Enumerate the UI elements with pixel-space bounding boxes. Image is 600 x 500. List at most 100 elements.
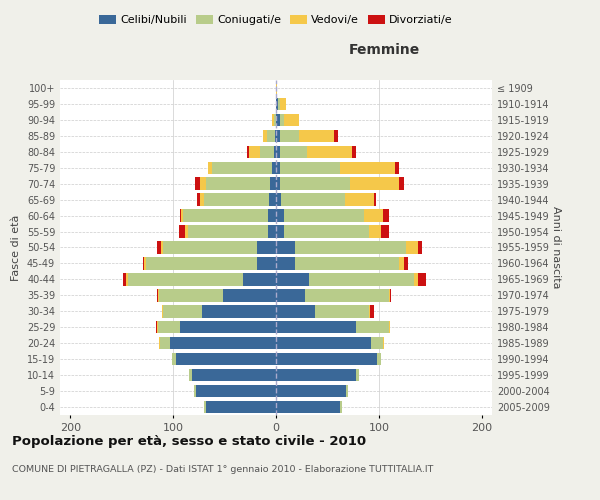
Bar bbox=[212, 162, 272, 174]
Bar bbox=[206, 401, 276, 413]
Bar bbox=[194, 385, 196, 398]
Bar bbox=[406, 242, 418, 254]
Bar bbox=[307, 146, 352, 158]
Bar bbox=[126, 273, 128, 285]
Bar bbox=[280, 130, 299, 142]
Bar bbox=[274, 146, 276, 158]
Bar bbox=[345, 194, 374, 206]
Bar bbox=[280, 178, 350, 190]
Bar bbox=[418, 273, 426, 285]
Bar bbox=[208, 162, 212, 174]
Bar bbox=[383, 210, 389, 222]
Bar bbox=[157, 321, 158, 334]
Bar bbox=[276, 98, 278, 110]
Bar bbox=[172, 353, 176, 366]
Bar bbox=[276, 82, 277, 94]
Bar bbox=[267, 130, 275, 142]
Bar bbox=[284, 210, 364, 222]
Bar bbox=[143, 257, 145, 270]
Bar bbox=[268, 226, 276, 238]
Bar bbox=[195, 178, 200, 190]
Bar bbox=[276, 162, 280, 174]
Text: COMUNE DI PIETRAGALLA (PZ) - Dati ISTAT 1° gennaio 2010 - Elaborazione TUTTITALI: COMUNE DI PIETRAGALLA (PZ) - Dati ISTAT … bbox=[12, 465, 433, 474]
Bar bbox=[334, 130, 338, 142]
Bar bbox=[197, 194, 200, 206]
Bar bbox=[274, 114, 276, 126]
Bar bbox=[272, 162, 276, 174]
Bar bbox=[390, 289, 391, 302]
Bar bbox=[170, 337, 276, 349]
Bar bbox=[176, 353, 276, 366]
Bar bbox=[340, 401, 342, 413]
Bar bbox=[204, 194, 269, 206]
Bar bbox=[295, 242, 406, 254]
Bar bbox=[364, 210, 383, 222]
Bar bbox=[400, 178, 404, 190]
Bar bbox=[146, 257, 257, 270]
Bar bbox=[157, 289, 158, 302]
Bar bbox=[276, 337, 371, 349]
Bar bbox=[395, 162, 400, 174]
Bar bbox=[200, 194, 204, 206]
Bar bbox=[276, 242, 295, 254]
Bar bbox=[223, 289, 276, 302]
Bar bbox=[284, 114, 299, 126]
Bar bbox=[356, 321, 389, 334]
Bar bbox=[275, 130, 276, 142]
Bar bbox=[368, 305, 370, 318]
Bar bbox=[200, 178, 206, 190]
Bar bbox=[128, 273, 243, 285]
Bar bbox=[404, 257, 407, 270]
Bar bbox=[370, 305, 374, 318]
Bar bbox=[181, 321, 276, 334]
Bar bbox=[247, 146, 249, 158]
Bar bbox=[145, 257, 146, 270]
Bar bbox=[185, 226, 188, 238]
Bar bbox=[281, 194, 345, 206]
Bar bbox=[276, 257, 295, 270]
Bar bbox=[371, 337, 383, 349]
Bar bbox=[377, 353, 381, 366]
Text: Popolazione per età, sesso e stato civile - 2010: Popolazione per età, sesso e stato civil… bbox=[12, 435, 366, 448]
Bar bbox=[260, 146, 274, 158]
Bar bbox=[184, 210, 268, 222]
Bar bbox=[161, 242, 163, 254]
Bar bbox=[305, 289, 389, 302]
Bar bbox=[276, 194, 281, 206]
Bar bbox=[389, 289, 390, 302]
Bar bbox=[400, 257, 404, 270]
Bar bbox=[196, 385, 276, 398]
Bar bbox=[381, 226, 389, 238]
Bar bbox=[157, 242, 161, 254]
Bar bbox=[276, 210, 284, 222]
Bar bbox=[352, 146, 356, 158]
Bar bbox=[269, 194, 276, 206]
Bar bbox=[414, 273, 418, 285]
Bar bbox=[276, 146, 280, 158]
Bar bbox=[350, 178, 400, 190]
Bar bbox=[340, 162, 395, 174]
Bar bbox=[276, 369, 356, 382]
Bar bbox=[356, 369, 359, 382]
Y-axis label: Fasce di età: Fasce di età bbox=[11, 214, 21, 280]
Bar bbox=[280, 162, 340, 174]
Bar bbox=[263, 130, 267, 142]
Bar bbox=[276, 353, 377, 366]
Bar bbox=[249, 146, 260, 158]
Bar bbox=[276, 321, 356, 334]
Bar bbox=[179, 226, 185, 238]
Bar bbox=[309, 273, 414, 285]
Bar bbox=[159, 337, 160, 349]
Bar bbox=[159, 289, 223, 302]
Bar bbox=[158, 289, 159, 302]
Bar bbox=[162, 305, 163, 318]
Bar bbox=[315, 305, 368, 318]
Bar bbox=[276, 130, 280, 142]
Bar bbox=[123, 273, 126, 285]
Bar bbox=[389, 321, 390, 334]
Bar bbox=[270, 178, 276, 190]
Bar bbox=[243, 273, 276, 285]
Bar bbox=[181, 210, 184, 222]
Bar bbox=[383, 337, 384, 349]
Bar bbox=[257, 242, 276, 254]
